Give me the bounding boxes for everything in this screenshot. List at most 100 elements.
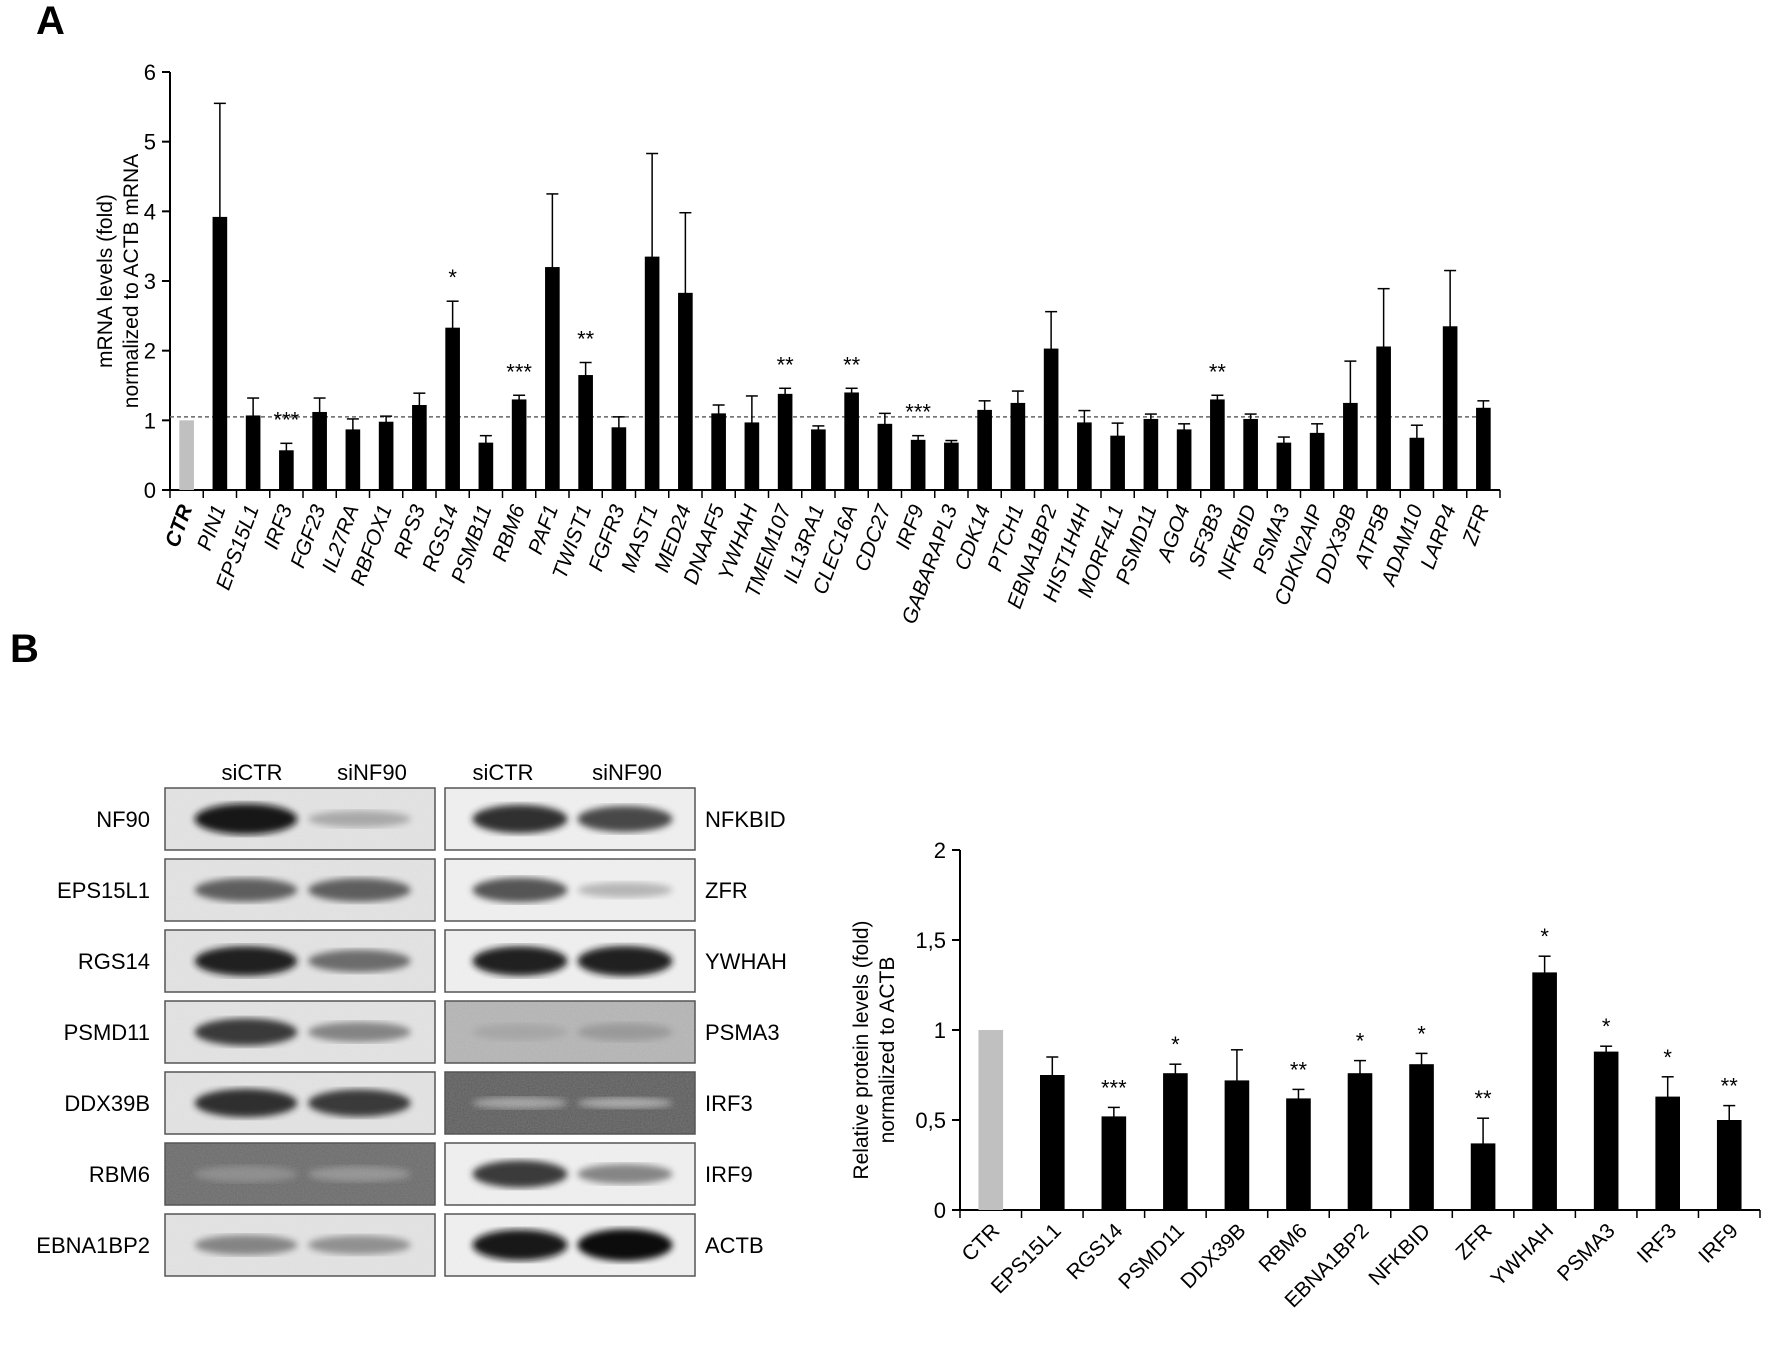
blot-band bbox=[308, 1022, 411, 1042]
bar-rps3 bbox=[412, 405, 427, 490]
blot-band bbox=[577, 1164, 673, 1184]
blot-label-ddx39b: DDX39B bbox=[64, 1091, 150, 1116]
western-blots: siCTR siNF90 siCTR siNF90 NF90 NFKBID EPS15L1 Z… bbox=[36, 760, 787, 1277]
blot-frame bbox=[164, 1142, 436, 1206]
blot-lane-header-0: siCTR bbox=[221, 760, 282, 785]
blot-band bbox=[194, 1018, 298, 1046]
blot-frame bbox=[444, 1071, 696, 1135]
significance-sf3b3: ** bbox=[1209, 359, 1227, 384]
blot-frame bbox=[444, 1142, 696, 1206]
y-axis-title-line: normalized to ACTB mRNA bbox=[120, 154, 143, 408]
x-label-psma3: PSMA3 bbox=[1553, 1219, 1620, 1286]
y-tick-label: 1 bbox=[934, 1018, 946, 1043]
bar-psma3 bbox=[1593, 1051, 1619, 1210]
blot-lane-header-1: siNF90 bbox=[337, 760, 407, 785]
bar-il27ra bbox=[345, 429, 361, 490]
significance-nfkbid: * bbox=[1417, 1021, 1426, 1046]
blot-band bbox=[577, 1097, 673, 1109]
x-label-irf9: IRF9 bbox=[1694, 1219, 1742, 1267]
blot-frame bbox=[164, 1071, 436, 1135]
blot-label-nfkbid: NFKBID bbox=[705, 807, 786, 832]
bar-ebna1bp2 bbox=[1043, 348, 1059, 490]
significance-irf9: *** bbox=[905, 400, 931, 425]
bar-psmd11 bbox=[1163, 1073, 1188, 1210]
x-label-ywhah: YWHAH bbox=[1487, 1219, 1559, 1291]
blot-frame bbox=[164, 929, 436, 993]
bar-il13ra1 bbox=[811, 429, 826, 490]
blot-band bbox=[472, 946, 568, 976]
bar-cdc27 bbox=[877, 423, 893, 490]
bar-rgs14 bbox=[445, 327, 460, 490]
blot-frame bbox=[164, 858, 436, 922]
x-label-irf9: IRF9 bbox=[892, 502, 929, 553]
bar-rbm6 bbox=[511, 399, 527, 490]
significance-rbm6: ** bbox=[1290, 1057, 1308, 1082]
panel-label-b: B bbox=[10, 627, 39, 671]
blot-label-psmd11: PSMD11 bbox=[64, 1020, 150, 1045]
blot-label-ebna1bp2: EBNA1BP2 bbox=[36, 1233, 150, 1258]
bar-twist1 bbox=[578, 375, 593, 490]
bar-rbm6 bbox=[1286, 1098, 1311, 1210]
bar-atp5b bbox=[1376, 346, 1391, 490]
bar-ctr bbox=[978, 1030, 1004, 1210]
blot-band bbox=[472, 877, 568, 903]
y-tick-label: 6 bbox=[144, 60, 156, 85]
y-axis-title: mRNA levels (fold) normalized to ACTB mRN… bbox=[94, 154, 143, 408]
bar-ago4 bbox=[1176, 429, 1192, 490]
bar-nfkbid bbox=[1243, 418, 1258, 490]
blot-band bbox=[194, 878, 298, 902]
bar-paf1 bbox=[545, 267, 560, 490]
significance-clec16a: ** bbox=[843, 352, 861, 377]
x-label-ddx39b: DDX39B bbox=[1176, 1219, 1250, 1293]
bar-dnaaf5 bbox=[711, 413, 726, 490]
x-label-psmd11: PSMD11 bbox=[1114, 1219, 1189, 1294]
blot-band bbox=[308, 1089, 411, 1117]
blot-frame bbox=[164, 787, 436, 851]
bar-ptch1 bbox=[1010, 402, 1026, 490]
bar-larp4 bbox=[1442, 326, 1458, 490]
bar-cdk14 bbox=[977, 409, 992, 490]
bar-med24 bbox=[678, 292, 693, 490]
bar-irf9 bbox=[910, 439, 926, 490]
blot-label-irf9: IRF9 bbox=[705, 1162, 753, 1187]
x-label-pin1: PIN1 bbox=[193, 502, 231, 554]
significance-psma3: * bbox=[1602, 1014, 1611, 1039]
blot-band bbox=[472, 1160, 568, 1188]
bar-ctr bbox=[179, 420, 194, 490]
blot-label-rbm6: RBM6 bbox=[89, 1162, 150, 1187]
x-label-ctr: CTR bbox=[958, 1219, 1005, 1266]
y-tick-label: 3 bbox=[144, 269, 156, 294]
blot-frame bbox=[444, 787, 696, 851]
blot-label-rgs14: RGS14 bbox=[78, 949, 150, 974]
blot-band bbox=[472, 1229, 568, 1261]
bar-sf3b3 bbox=[1210, 399, 1225, 490]
blot-band bbox=[472, 1097, 568, 1109]
blot-frame bbox=[164, 1213, 436, 1277]
blot-label-actb: ACTB bbox=[705, 1233, 764, 1258]
bar-clec16a bbox=[844, 392, 859, 490]
y-tick-label: 0 bbox=[934, 1198, 946, 1223]
bar-fgf23 bbox=[312, 411, 327, 490]
bar-psma3 bbox=[1276, 442, 1292, 490]
blot-band bbox=[308, 878, 411, 902]
y-axis-title-line: mRNA levels (fold) bbox=[94, 194, 117, 368]
bar-zfr bbox=[1476, 407, 1491, 490]
y-tick-label: 5 bbox=[144, 130, 156, 155]
significance-rgs14: * bbox=[448, 265, 457, 290]
bar-fgfr3 bbox=[611, 427, 627, 490]
blot-band bbox=[472, 804, 568, 834]
blot-band bbox=[194, 1235, 298, 1255]
bar-mast1 bbox=[644, 256, 660, 490]
blot-band bbox=[194, 1165, 298, 1183]
bar-hist1h4h bbox=[1077, 422, 1092, 490]
bar-irf3 bbox=[279, 450, 294, 490]
blot-band bbox=[472, 1023, 568, 1041]
blot-band bbox=[577, 806, 673, 832]
bar-morf4l1 bbox=[1110, 435, 1125, 490]
blot-label-eps15l1: EPS15L1 bbox=[57, 878, 150, 903]
y-tick-label: 0,5 bbox=[915, 1108, 946, 1133]
bar-eps15l1 bbox=[245, 415, 261, 490]
y-tick-label: 2 bbox=[934, 838, 946, 863]
significance-ebna1bp2: * bbox=[1356, 1029, 1365, 1054]
